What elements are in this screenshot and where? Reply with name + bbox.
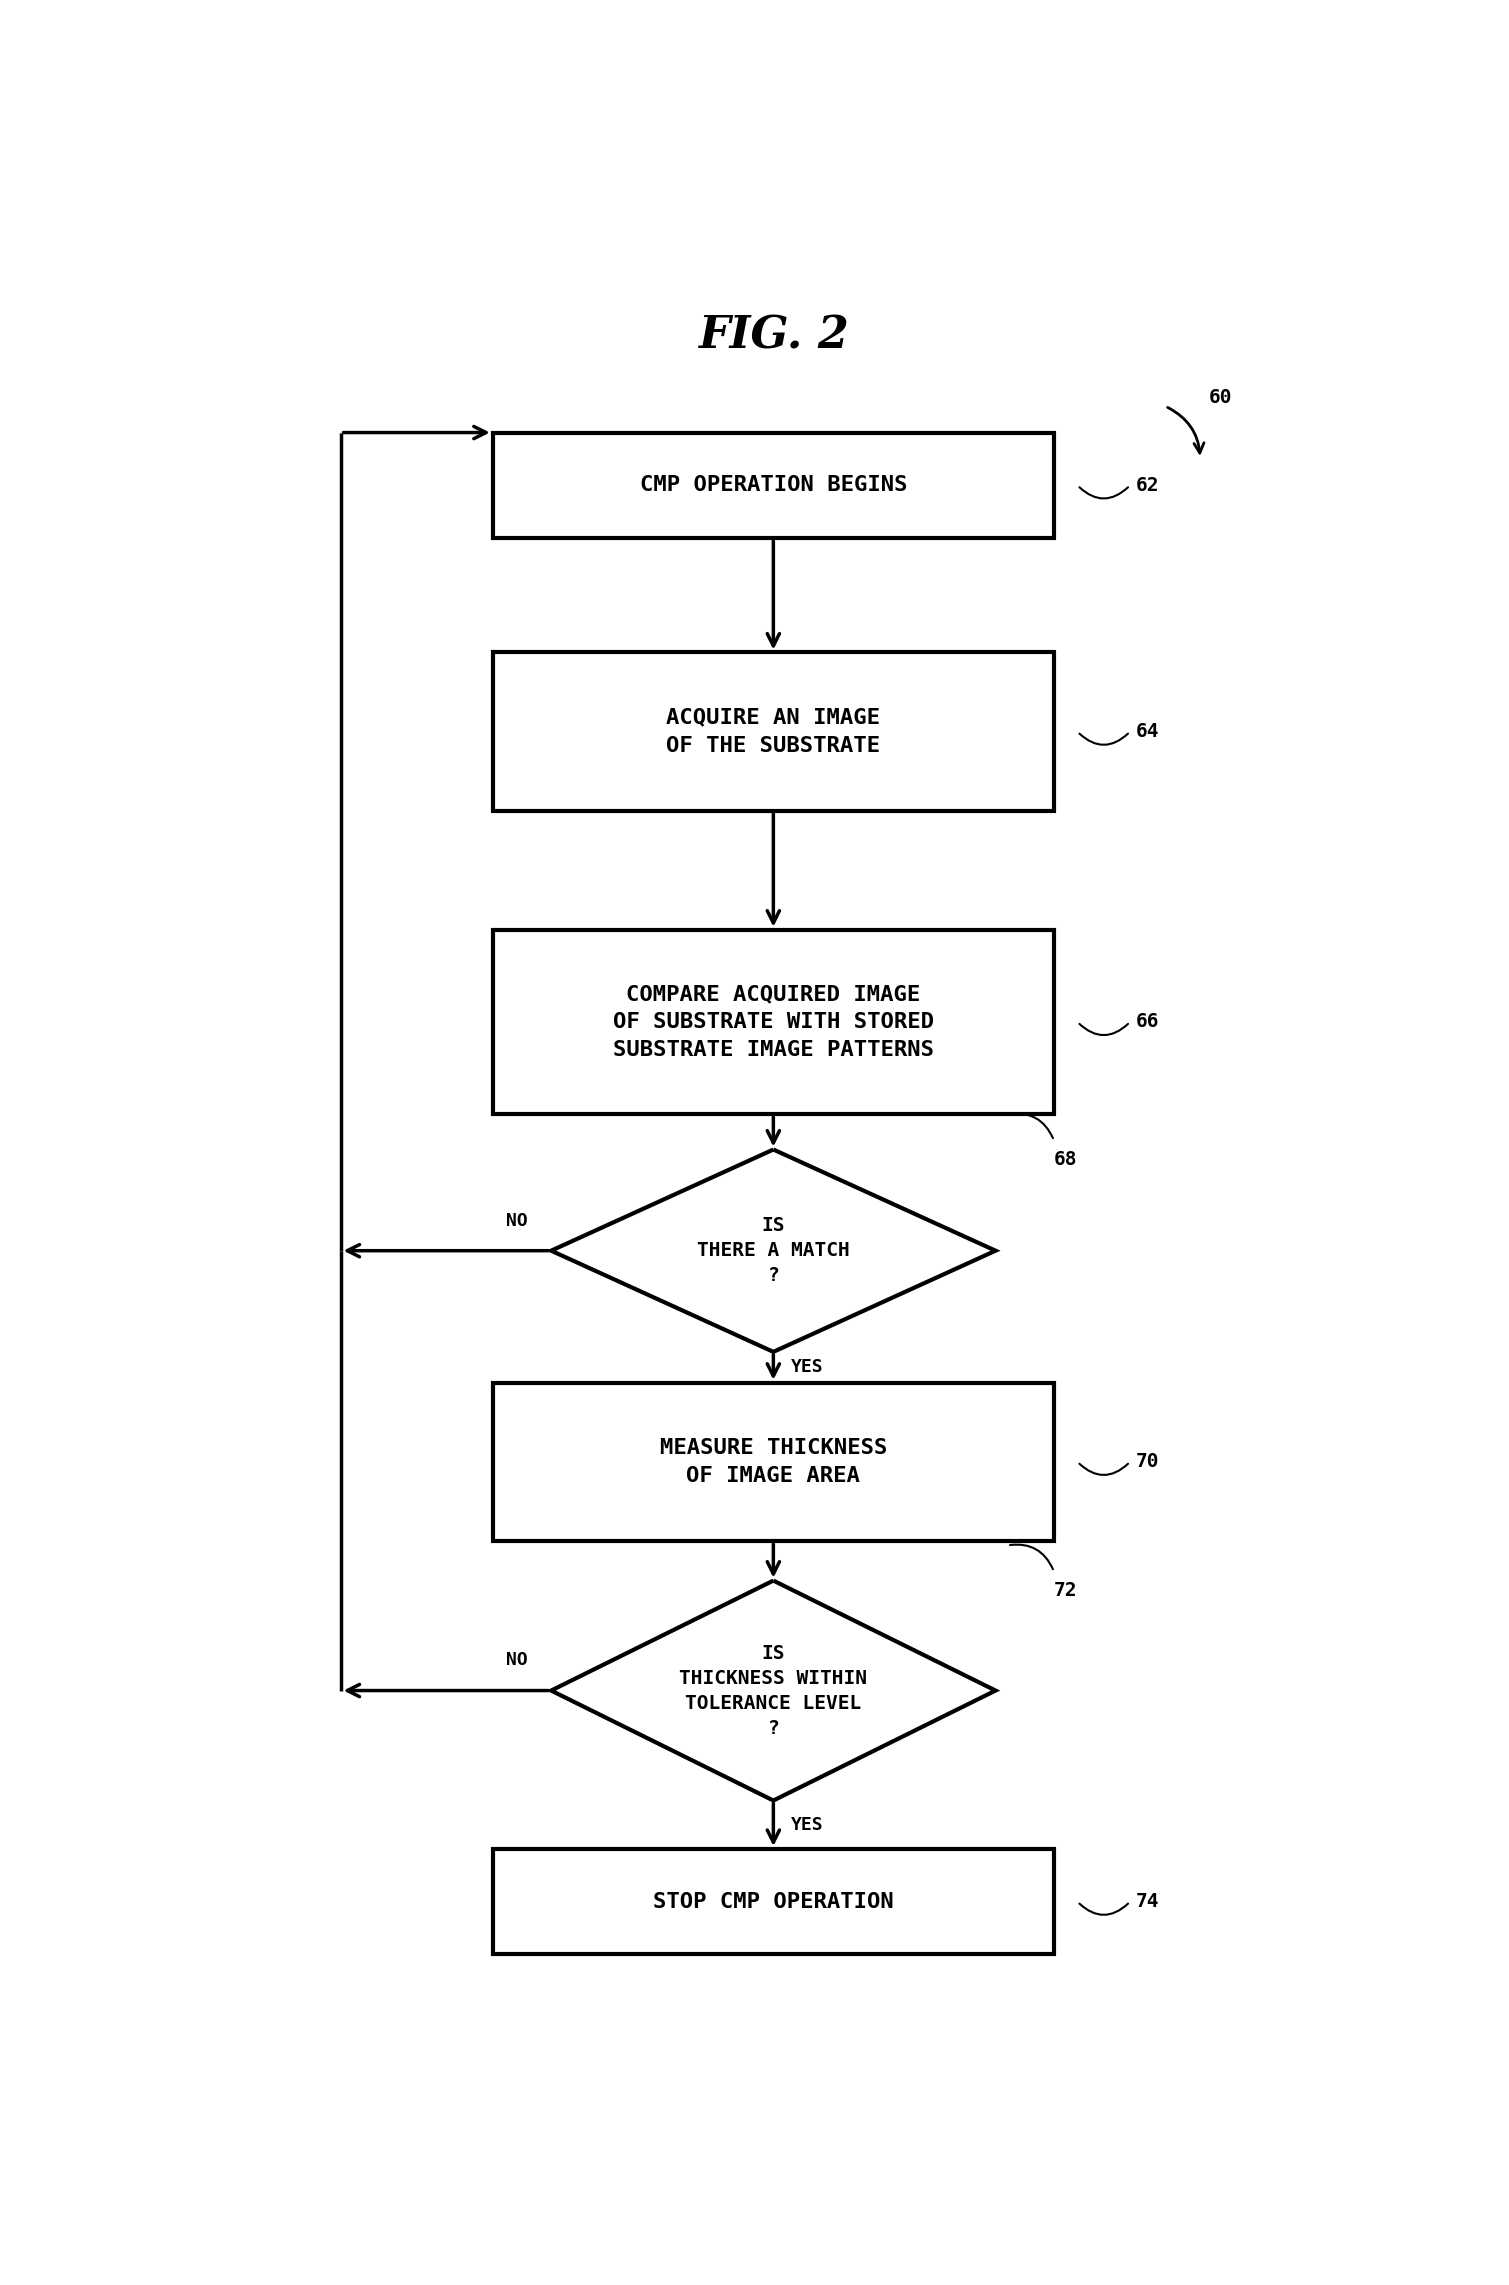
FancyBboxPatch shape bbox=[492, 654, 1055, 811]
Text: YES: YES bbox=[791, 1817, 824, 1835]
Text: MEASURE THICKNESS
OF IMAGE AREA: MEASURE THICKNESS OF IMAGE AREA bbox=[659, 1437, 887, 1485]
FancyBboxPatch shape bbox=[492, 1382, 1055, 1540]
Text: COMPARE ACQUIRED IMAGE
OF SUBSTRATE WITH STORED
SUBSTRATE IMAGE PATTERNS: COMPARE ACQUIRED IMAGE OF SUBSTRATE WITH… bbox=[613, 985, 934, 1060]
Text: IS
THICKNESS WITHIN
TOLERANCE LEVEL
?: IS THICKNESS WITHIN TOLERANCE LEVEL ? bbox=[679, 1643, 868, 1737]
Text: NO: NO bbox=[506, 1652, 528, 1670]
Text: 62: 62 bbox=[1136, 475, 1159, 496]
Text: YES: YES bbox=[791, 1357, 824, 1376]
Text: ACQUIRE AN IMAGE
OF THE SUBSTRATE: ACQUIRE AN IMAGE OF THE SUBSTRATE bbox=[667, 708, 880, 756]
Text: IS
THERE A MATCH
?: IS THERE A MATCH ? bbox=[697, 1216, 850, 1284]
Text: 66: 66 bbox=[1136, 1012, 1159, 1031]
Text: 68: 68 bbox=[1055, 1149, 1077, 1168]
FancyBboxPatch shape bbox=[492, 432, 1055, 539]
Text: 64: 64 bbox=[1136, 722, 1159, 740]
FancyBboxPatch shape bbox=[492, 1849, 1055, 1954]
Polygon shape bbox=[551, 1581, 996, 1801]
Text: 72: 72 bbox=[1055, 1581, 1077, 1599]
FancyBboxPatch shape bbox=[492, 930, 1055, 1115]
Text: FIG. 2: FIG. 2 bbox=[699, 315, 848, 356]
Polygon shape bbox=[551, 1149, 996, 1353]
Text: NO: NO bbox=[506, 1211, 528, 1229]
Text: 70: 70 bbox=[1136, 1453, 1159, 1472]
Text: STOP CMP OPERATION: STOP CMP OPERATION bbox=[653, 1892, 893, 1913]
Text: CMP OPERATION BEGINS: CMP OPERATION BEGINS bbox=[640, 475, 907, 496]
Text: 74: 74 bbox=[1136, 1892, 1159, 1910]
Text: 60: 60 bbox=[1209, 388, 1231, 407]
